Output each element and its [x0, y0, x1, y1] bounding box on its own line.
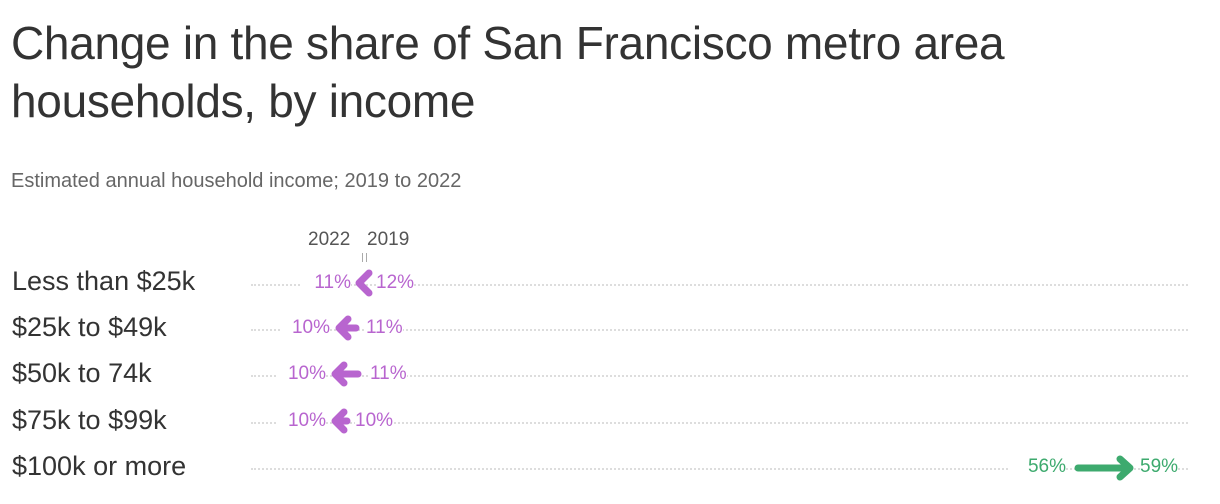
row-guide-line	[251, 468, 1188, 470]
row-label: Less than $25k	[12, 266, 196, 296]
column-header-2019: 2019	[367, 229, 410, 250]
row-guide-line	[251, 329, 1188, 331]
value-2019: 12%	[376, 272, 415, 294]
tick-2019	[366, 253, 367, 262]
column-header-2022: 2022	[308, 229, 351, 250]
value-2022: 59%	[1140, 456, 1179, 478]
value-2019: 11%	[366, 317, 403, 339]
value-2022: 11%	[300, 272, 351, 294]
row-guide-line	[251, 422, 1188, 424]
row-guide-line	[251, 375, 1188, 377]
row-label: $25k to $49k	[12, 312, 167, 342]
tick-2022	[362, 253, 363, 262]
arrow-right-icon	[1074, 455, 1134, 481]
row-label: $100k or more	[12, 451, 187, 481]
value-2022: 10%	[276, 410, 326, 432]
arrow-left-icon	[331, 361, 362, 387]
row-label: $75k to $99k	[12, 405, 167, 435]
chart-title: Change in the share of San Francisco met…	[11, 17, 1005, 127]
chart-subtitle: Estimated annual household income; 2019 …	[11, 170, 462, 192]
arrow-left-icon	[335, 315, 360, 341]
value-2022: 10%	[280, 317, 330, 339]
value-2019: 10%	[355, 410, 394, 432]
arrow-left-icon	[355, 269, 373, 297]
row-guide-line	[251, 284, 1188, 286]
value-2019: 56%	[1010, 456, 1066, 478]
value-2022: 10%	[276, 363, 326, 385]
value-2019: 11%	[370, 363, 407, 385]
arrow-left-icon	[331, 408, 351, 434]
row-label: $50k to 74k	[12, 358, 152, 388]
